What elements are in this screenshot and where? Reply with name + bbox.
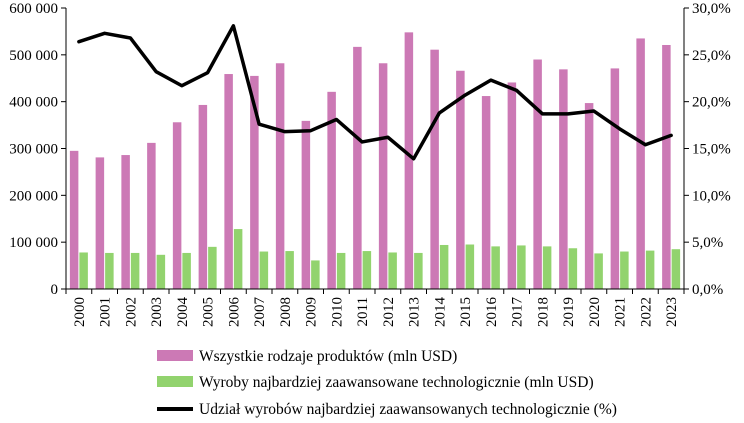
legend: Wszystkie rodzaje produktów (mln USD) Wyr… <box>157 348 617 418</box>
bar-high-tech-2001 <box>105 252 114 289</box>
bar-high-tech-2007 <box>259 251 269 289</box>
bar-high-tech-2016 <box>491 246 500 289</box>
right-tick-label: 0,0% <box>692 282 723 298</box>
legend-swatch-high-tech <box>157 376 193 387</box>
line-layer <box>77 24 673 161</box>
x-tick-label: 2007 <box>252 297 268 328</box>
bar-high-tech-2006 <box>233 229 243 289</box>
x-tick-label: 2000 <box>72 297 88 327</box>
bar-all-products-2021 <box>610 68 620 289</box>
bar-all-products-2010 <box>327 91 336 289</box>
x-tick-label: 2010 <box>329 297 345 327</box>
bar-all-products-2023 <box>662 44 671 289</box>
bar-high-tech-2020 <box>594 253 603 289</box>
x-tick-label: 2003 <box>149 297 165 327</box>
bar-all-products-2013 <box>404 32 414 289</box>
left-tick-label: 500 000 <box>9 48 58 64</box>
left-tick-label: 600 000 <box>9 1 58 17</box>
share-line <box>77 24 673 161</box>
left-tick-label: 200 000 <box>9 188 58 204</box>
x-tick-label: 2006 <box>226 297 242 328</box>
bar-all-products-2016 <box>481 96 491 290</box>
left-tick-label: 0 <box>51 282 59 298</box>
bar-all-products-2001 <box>95 157 105 289</box>
bar-high-tech-2023 <box>671 249 681 289</box>
bar-high-tech-2022 <box>645 250 655 289</box>
bar-all-products-2019 <box>559 69 568 289</box>
bar-all-products-2011 <box>353 46 362 289</box>
bar-all-products-2015 <box>456 70 465 289</box>
x-tick-label: 2004 <box>175 297 191 328</box>
x-tick-label: 2020 <box>587 297 603 327</box>
x-tick-label: 2005 <box>201 297 217 327</box>
left-tick-label: 100 000 <box>9 235 58 251</box>
legend-label: Wyroby najbardziej zaawansowane technolo… <box>199 374 594 391</box>
bar-all-products-2000 <box>69 150 79 289</box>
x-tick-label: 2023 <box>664 297 680 327</box>
right-tick-label: 20,0% <box>692 95 731 111</box>
bar-all-products-2014 <box>430 49 439 289</box>
legend-swatch-all-products <box>157 350 193 361</box>
bar-all-products-2020 <box>584 103 594 290</box>
x-tick-label: 2022 <box>638 297 654 327</box>
bar-high-tech-2010 <box>336 252 346 289</box>
axes-layer: 0 100 000 200 000 300 000 400 000 500 000 600 … <box>9 1 731 327</box>
x-tick-label: 2015 <box>458 297 474 327</box>
right-tick-label: 10,0% <box>692 188 731 204</box>
legend-label: Wszystkie rodzaje produktów (mln USD) <box>199 348 457 365</box>
bars-layer <box>69 32 681 290</box>
bar-all-products-2017 <box>507 82 517 289</box>
bar-high-tech-2015 <box>465 244 475 289</box>
x-tick-label: 2002 <box>123 297 139 327</box>
bar-high-tech-2004 <box>182 252 191 289</box>
bar-high-tech-2005 <box>208 246 217 289</box>
bar-high-tech-2000 <box>79 252 88 289</box>
bar-high-tech-2008 <box>285 251 294 289</box>
bar-high-tech-2014 <box>439 244 449 289</box>
x-tick-label: 2018 <box>535 297 551 327</box>
x-tick-label: 2017 <box>510 297 526 328</box>
x-tick-label: 2013 <box>407 297 423 327</box>
x-tick-label: 2016 <box>484 297 500 328</box>
bar-all-products-2007 <box>250 75 259 290</box>
bar-high-tech-2018 <box>542 246 552 289</box>
bar-all-products-2018 <box>533 59 542 290</box>
bar-all-products-2003 <box>147 142 156 289</box>
bar-high-tech-2002 <box>130 252 140 289</box>
bar-all-products-2002 <box>121 155 130 289</box>
right-tick-label: 25,0% <box>692 48 731 64</box>
x-tick-label: 2011 <box>355 297 371 326</box>
x-tick-label: 2008 <box>278 297 294 327</box>
right-tick-label: 5,0% <box>692 235 723 251</box>
x-tick-label: 2009 <box>304 297 320 327</box>
bar-high-tech-2017 <box>517 245 526 289</box>
left-tick-label: 300 000 <box>9 142 58 158</box>
right-tick-label: 15,0% <box>692 142 731 158</box>
bar-high-tech-2009 <box>311 260 320 289</box>
bar-high-tech-2011 <box>362 251 372 289</box>
x-tick-label: 2001 <box>98 297 114 327</box>
bar-all-products-2005 <box>198 104 208 289</box>
x-tick-label: 2014 <box>432 297 448 328</box>
bar-high-tech-2012 <box>388 252 397 289</box>
x-tick-label: 2021 <box>613 297 629 327</box>
bar-all-products-2004 <box>172 122 182 289</box>
bar-all-products-2006 <box>224 74 233 289</box>
x-tick-label: 2019 <box>561 297 577 327</box>
bar-all-products-2012 <box>378 63 388 289</box>
legend-label: Udział wyrobów najbardziej zaawansowanyc… <box>199 401 617 418</box>
right-tick-label: 30,0% <box>692 1 731 17</box>
bar-high-tech-2019 <box>568 248 578 289</box>
bar-all-products-2008 <box>275 63 285 289</box>
bar-high-tech-2021 <box>620 251 629 289</box>
bar-high-tech-2013 <box>414 252 423 289</box>
bar-all-products-2009 <box>301 120 311 289</box>
x-tick-label: 2012 <box>381 297 397 327</box>
left-tick-label: 400 000 <box>9 95 58 111</box>
bar-all-products-2022 <box>636 38 645 289</box>
bar-high-tech-2003 <box>156 254 166 289</box>
